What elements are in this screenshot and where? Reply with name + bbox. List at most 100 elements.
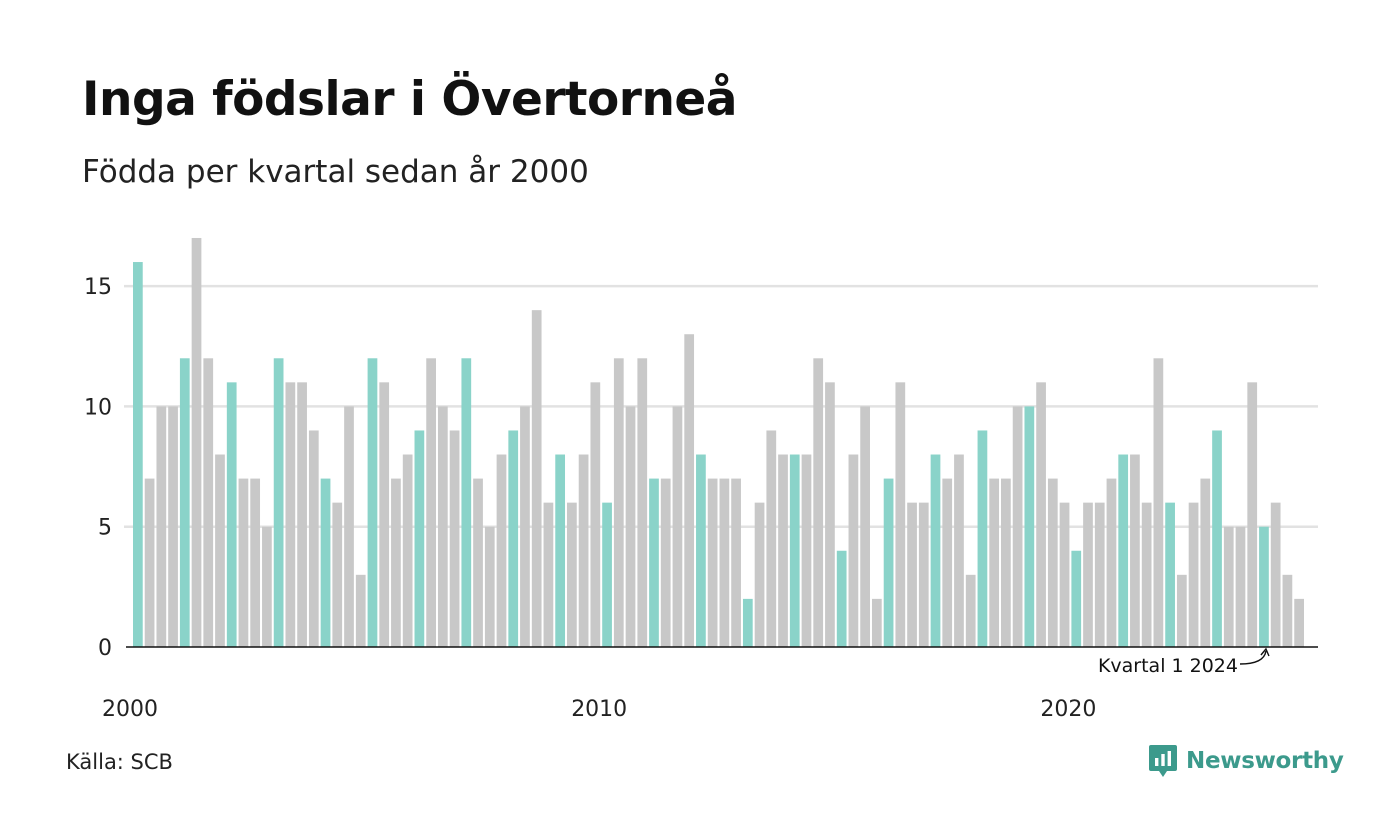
bar: [907, 502, 917, 647]
bar: [391, 478, 401, 647]
bar: [156, 406, 167, 647]
bar: [508, 430, 519, 647]
bar: [801, 454, 812, 647]
bar: [320, 478, 331, 647]
bar: [238, 478, 249, 647]
bar: [215, 454, 225, 647]
bar: [1001, 478, 1011, 647]
bar: [1247, 382, 1258, 647]
bar: [520, 406, 530, 647]
bar: [308, 430, 319, 647]
bar: [1141, 502, 1152, 647]
bar: [1200, 478, 1211, 647]
bar: [825, 382, 835, 647]
bar: [672, 406, 683, 647]
bar: [813, 358, 824, 647]
bar: [414, 430, 425, 647]
bar: [262, 526, 272, 647]
bar: [766, 430, 777, 647]
y-tick-label: 15: [84, 275, 112, 300]
bar: [1106, 478, 1117, 647]
bar: [860, 406, 870, 647]
bar: [954, 454, 964, 647]
x-tick-label: 2010: [571, 697, 627, 722]
bar: [918, 502, 929, 647]
bar: [543, 502, 554, 647]
bar: [965, 574, 976, 647]
bar: [531, 310, 542, 647]
chart-subtitle: Födda per kvartal sedan år 2000: [82, 154, 589, 190]
bar: [168, 406, 178, 647]
bar: [1270, 502, 1281, 647]
chart-title: Inga födslar i Övertorneå: [82, 72, 738, 127]
bar: [660, 478, 671, 647]
bar: [133, 262, 143, 647]
bar: [1153, 358, 1164, 647]
bar: [742, 598, 753, 647]
bar: [555, 454, 566, 647]
bar: [1059, 502, 1070, 647]
x-tick-label: 2020: [1040, 697, 1096, 722]
bar: [637, 358, 648, 647]
y-tick-label: 5: [98, 516, 112, 541]
bar: [778, 454, 788, 647]
bar: [297, 382, 307, 647]
bar: [930, 454, 941, 647]
bar: [1118, 454, 1129, 647]
bar: [273, 358, 284, 647]
bar: [1130, 454, 1140, 647]
newsworthy-logo-icon: [1149, 745, 1177, 777]
bar: [989, 478, 1000, 647]
bar: [1282, 574, 1293, 647]
bar: [719, 478, 730, 647]
bar: [203, 358, 214, 647]
y-tick-label: 0: [98, 636, 112, 661]
annotation: Kvartal 1 2024: [1098, 647, 1270, 677]
bar: [1047, 478, 1058, 647]
bar: [461, 358, 472, 647]
bars: [133, 237, 1304, 648]
bar: [602, 502, 612, 647]
bar: [977, 430, 988, 647]
bar: [754, 502, 765, 647]
bar: [578, 454, 589, 647]
brand-name: Newsworthy: [1186, 748, 1344, 774]
bar: [684, 334, 695, 647]
x-tick-label: 2000: [102, 697, 158, 722]
bar: [355, 574, 366, 647]
source-note: Källa: SCB: [66, 750, 173, 774]
bar: [1294, 598, 1304, 647]
bar: [731, 478, 741, 647]
bar: [484, 526, 495, 647]
bar: [379, 382, 390, 647]
bar: [144, 478, 155, 647]
bar: [285, 382, 296, 647]
bar: [707, 478, 718, 647]
bar: [696, 454, 706, 647]
bar: [649, 478, 659, 647]
bar: [250, 478, 261, 647]
bar: [871, 598, 882, 647]
bar: [789, 454, 800, 647]
bar: [895, 382, 906, 647]
brand-logo: Newsworthy: [1148, 743, 1344, 779]
bar: [426, 358, 436, 647]
bar: [1071, 550, 1082, 647]
bar: [1235, 526, 1246, 647]
bar: [625, 406, 636, 647]
bar: [942, 478, 953, 647]
bar: [1188, 502, 1199, 647]
bar: [1212, 430, 1222, 647]
bar: [567, 502, 577, 647]
bar: [1223, 526, 1234, 647]
bar: [1083, 502, 1093, 647]
bar: [836, 550, 847, 647]
bar: [1176, 574, 1187, 647]
bar: [1012, 406, 1023, 647]
bar: [1259, 526, 1269, 647]
bar: [449, 430, 460, 647]
bar: [613, 358, 624, 647]
bar: [1094, 502, 1105, 647]
bar: [1024, 406, 1035, 647]
bar: [226, 382, 237, 647]
